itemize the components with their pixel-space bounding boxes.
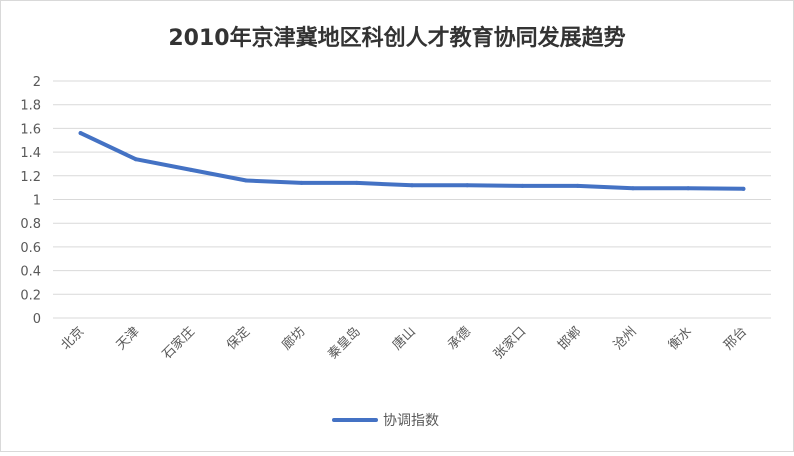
data-point [354, 180, 359, 185]
data-point [133, 157, 138, 162]
y-tick-label: 0.8 [20, 217, 41, 232]
data-point [575, 183, 580, 188]
x-tick-label: 廊坊 [279, 324, 309, 354]
legend: 协调指数 [332, 413, 439, 429]
x-tick-label: 邯郸 [556, 324, 585, 353]
data-point [630, 186, 635, 191]
data-point [465, 183, 470, 188]
data-point [189, 167, 194, 172]
y-axis-ticks: 0 0.2 0.4 0.6 0.8 1 1.2 1.4 1.6 1.8 2 [20, 75, 41, 327]
x-tick-label: 唐山 [389, 324, 419, 354]
data-point [741, 186, 746, 191]
y-tick-label: 0 [33, 312, 41, 327]
legend-label: 协调指数 [383, 413, 439, 429]
data-point [686, 186, 691, 191]
data-point [410, 183, 414, 188]
data-point [78, 131, 83, 136]
chart-title: 2010年京津冀地区科创人才教育协同发展趋势 [168, 25, 625, 51]
gridlines [53, 80, 771, 319]
y-tick-label: 1 [33, 194, 41, 209]
data-point [299, 180, 304, 185]
x-tick-label: 保定 [224, 324, 253, 353]
series-line-0 [78, 131, 746, 191]
y-tick-label: 1.4 [20, 146, 41, 161]
y-tick-label: 1.8 [20, 99, 41, 114]
x-tick-label: 张家口 [490, 324, 529, 363]
x-axis-ticks: 北京 天津 石家庄 保定 廊坊 秦皇岛 唐山 承德 张家口 邯郸 沧州 衡水 邢台 [58, 324, 750, 363]
y-tick-label: 0.6 [20, 241, 41, 256]
x-tick-label: 秦皇岛 [325, 324, 364, 363]
x-tick-label: 承德 [445, 324, 474, 353]
y-tick-label: 0.4 [20, 265, 41, 280]
y-tick-label: 0.2 [20, 288, 41, 303]
y-tick-label: 1.6 [20, 122, 41, 137]
data-point [520, 183, 525, 188]
x-tick-label: 沧州 [610, 324, 640, 354]
x-tick-label: 石家庄 [159, 324, 198, 363]
x-tick-label: 邢台 [721, 324, 750, 353]
data-point [244, 178, 249, 183]
x-tick-label: 天津 [114, 324, 143, 353]
series-layer [78, 131, 746, 191]
y-tick-label: 1.2 [20, 170, 41, 185]
x-tick-label: 北京 [58, 324, 87, 353]
y-tick-label: 2 [33, 75, 41, 90]
x-tick-label: 衡水 [666, 324, 695, 353]
